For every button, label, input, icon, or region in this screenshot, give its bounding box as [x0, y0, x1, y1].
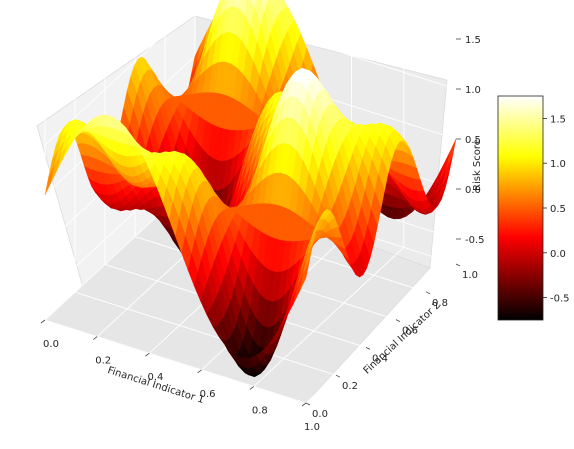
z-tick-label: 1.5 [465, 35, 481, 46]
y-tick-mark [455, 263, 461, 267]
grid-z-4 [44, 0, 457, 96]
x-tick-mark [145, 352, 150, 357]
y-tick-label: 1.0 [462, 270, 478, 281]
x-tick-mark [92, 336, 98, 340]
grid-z-3 [44, 5, 457, 146]
surface-facet [299, 259, 310, 291]
y-tick-mark [365, 347, 371, 350]
y-tick-label: 0.8 [432, 298, 448, 309]
y-tick-mark [305, 402, 311, 406]
grid-floor-x-4 [253, 247, 405, 387]
x-tick-mark [301, 402, 307, 407]
colorbar-gradient [497, 95, 544, 321]
y-tick-mark [395, 319, 401, 322]
x-tick-mark [197, 369, 202, 374]
x-tick-label: 0.4 [147, 372, 163, 383]
y-tick-label: 0.6 [402, 326, 418, 337]
y-tick-mark [425, 291, 431, 295]
grid-floor-y-0 [44, 319, 307, 404]
surface-facet [446, 138, 457, 170]
y-tick-mark [335, 374, 341, 378]
colorbar-tick-label: 1.5 [550, 114, 566, 125]
colorbar: -0.5 0.0 0.5 1.0 1.5 [497, 95, 570, 321]
colorbar-tick-label: 1.0 [550, 159, 566, 170]
grid-floor-y-1 [74, 291, 337, 376]
z-tick-label: 1.0 [465, 85, 481, 96]
x-tick-label: 0.8 [252, 405, 268, 416]
y-tick-label: 0.4 [372, 353, 388, 364]
colorbar-tick-label: 0.5 [550, 204, 566, 215]
x-tick-label: 0.2 [95, 356, 111, 367]
x-tick-label: 1.0 [304, 422, 320, 433]
colorbar-tick-label: -0.5 [550, 294, 570, 305]
z-tick-label: 0.0 [465, 185, 481, 196]
z-tick-label: 0.5 [465, 135, 481, 146]
y-tick-label: 0.0 [312, 409, 328, 420]
x-tick-label: 0.0 [43, 339, 59, 350]
y-tick-label: 0.2 [342, 381, 358, 392]
x-tick-mark [40, 319, 46, 324]
x-tick-mark [249, 386, 255, 390]
z-tick-label: -0.5 [465, 235, 485, 246]
colorbar-tick-label: 0.0 [550, 249, 566, 260]
grid-floor-x-5 [305, 263, 457, 404]
z-axis-title: Risk Score [472, 139, 483, 191]
x-tick-label: 0.6 [200, 389, 216, 400]
surface-mesh [44, 0, 457, 378]
